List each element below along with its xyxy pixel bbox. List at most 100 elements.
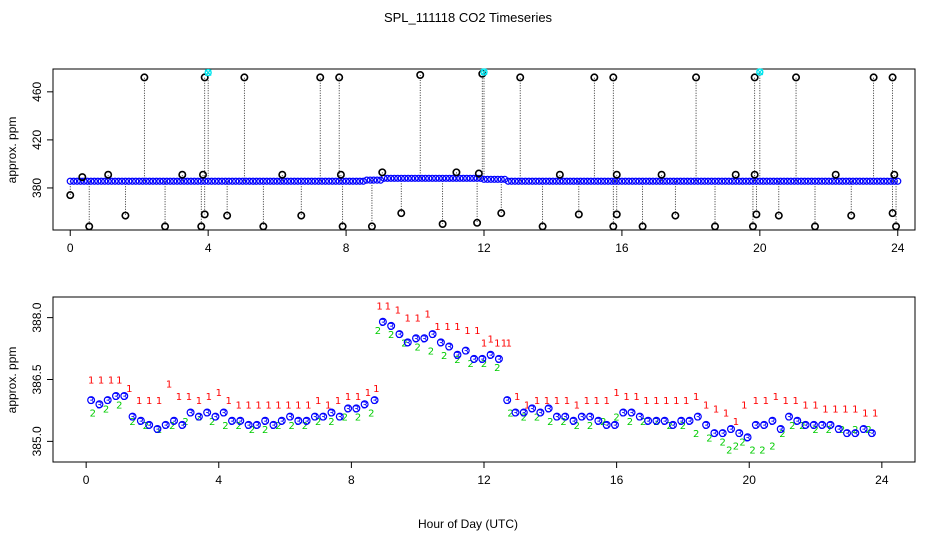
series-1-point: 1 [524,400,530,411]
baseline-point [525,177,533,185]
series-1-point: 1 [196,396,202,407]
baseline-point [97,177,105,185]
series-3-ring [494,354,503,363]
series-3-ring [360,400,369,409]
series-1-point: 1 [116,376,122,387]
baseline-point [332,177,340,185]
baseline-point [76,177,85,185]
series-2-point: 2 [235,421,241,432]
baseline-point [356,177,364,185]
baseline-point [718,177,726,185]
series-1-point: 1 [534,396,540,407]
top-x-tick-label: 12 [477,241,491,255]
series-3-ring [445,342,454,351]
baseline-point [856,177,864,185]
baseline-point [738,177,747,185]
baseline-point [597,177,605,185]
top-x-tick-label: 4 [205,241,212,255]
baseline-point [607,177,616,185]
baseline-point [535,177,543,185]
series-3-point: 3 [96,400,102,411]
outliers-low-point [574,210,583,219]
baseline-point [580,177,588,185]
baseline-point [270,177,278,185]
series-1-point: 1 [415,314,421,325]
baseline-point [790,177,798,185]
baseline-point [183,177,192,185]
baseline-point [642,177,650,185]
baseline-point [232,177,240,185]
baseline-point [714,177,723,185]
series-1-point: 1 [474,326,480,337]
outliers-high-point [750,170,759,179]
bottom-y-tick-label: 386.5 [30,364,44,394]
baseline-point [563,177,571,185]
baseline-point [352,177,361,185]
series-3-ring [277,416,286,425]
series-3-point: 3 [554,413,560,424]
outliers-low-point [473,218,482,227]
series-3-point: 3 [612,421,618,432]
bottom-marks: 1 1 1 111 1 111 1 1 1 11 1 1 1 1 1 1 1 1 1 1 1 1 1 1 11 1 11 1 11 1 1 1… [87,301,878,457]
series-3-ring [203,408,212,417]
series-1-point: 1 [753,396,759,407]
series-3-point: 3 [88,396,94,407]
baseline-point [759,177,767,185]
series-1-point: 1 [444,322,450,333]
series-3-point: 3 [312,413,318,424]
series-3-point: 3 [471,355,477,366]
baseline-point [245,177,254,185]
series-3-ring [627,408,636,417]
bottom-y-tick-label: 388.0 [30,302,44,332]
series-3-ring [387,321,396,330]
baseline-point [704,177,712,185]
series-3-point: 3 [662,417,668,428]
baseline-point [773,177,781,185]
series-3-ring [826,420,835,429]
baseline-point [680,177,688,185]
baseline-point [345,177,354,185]
baseline-point [511,177,519,185]
baseline-point [149,177,157,185]
series-3-ring [751,420,760,429]
baseline-point [239,177,247,185]
series-3-ring [428,330,437,339]
outliers-low-point [121,211,130,220]
outliers-low-point [612,210,621,219]
bottom-x-tick-label: 16 [610,473,624,487]
baseline-point [804,177,812,185]
series-3-ring [219,408,228,417]
series-2-point: 2 [209,417,215,428]
baseline-point [573,177,581,185]
series-3-ring [693,412,702,421]
series-2-point: 2 [547,417,553,428]
series-2-point: 2 [169,421,175,432]
series-3-point: 3 [303,417,309,428]
baseline-point [363,176,371,184]
baseline-point [835,177,843,185]
series-3-point: 3 [179,421,185,432]
series-3-point: 3 [852,429,858,440]
baseline-point [263,177,271,185]
series-3-ring [702,420,711,429]
baseline-point [763,177,771,185]
baseline-point [863,177,871,185]
series-1-point: 1 [584,396,590,407]
series-1-point: 1 [501,338,507,349]
series-1-point: 1 [603,396,609,407]
baseline-point [421,174,429,182]
series-3-ring [286,412,295,421]
baseline-point [163,177,171,185]
series-3-ring [577,412,586,421]
baseline-point [325,177,333,185]
baseline-point [870,177,878,185]
series-2-point: 2 [275,421,281,432]
outliers-high-point [657,170,666,179]
series-1-point: 1 [713,404,719,415]
series-2-point: 2 [388,330,394,341]
series-2-point: 2 [342,413,348,424]
series-3-point: 3 [105,396,111,407]
baseline-point [139,177,147,185]
baseline-point [414,174,423,182]
baseline-point [776,177,785,185]
